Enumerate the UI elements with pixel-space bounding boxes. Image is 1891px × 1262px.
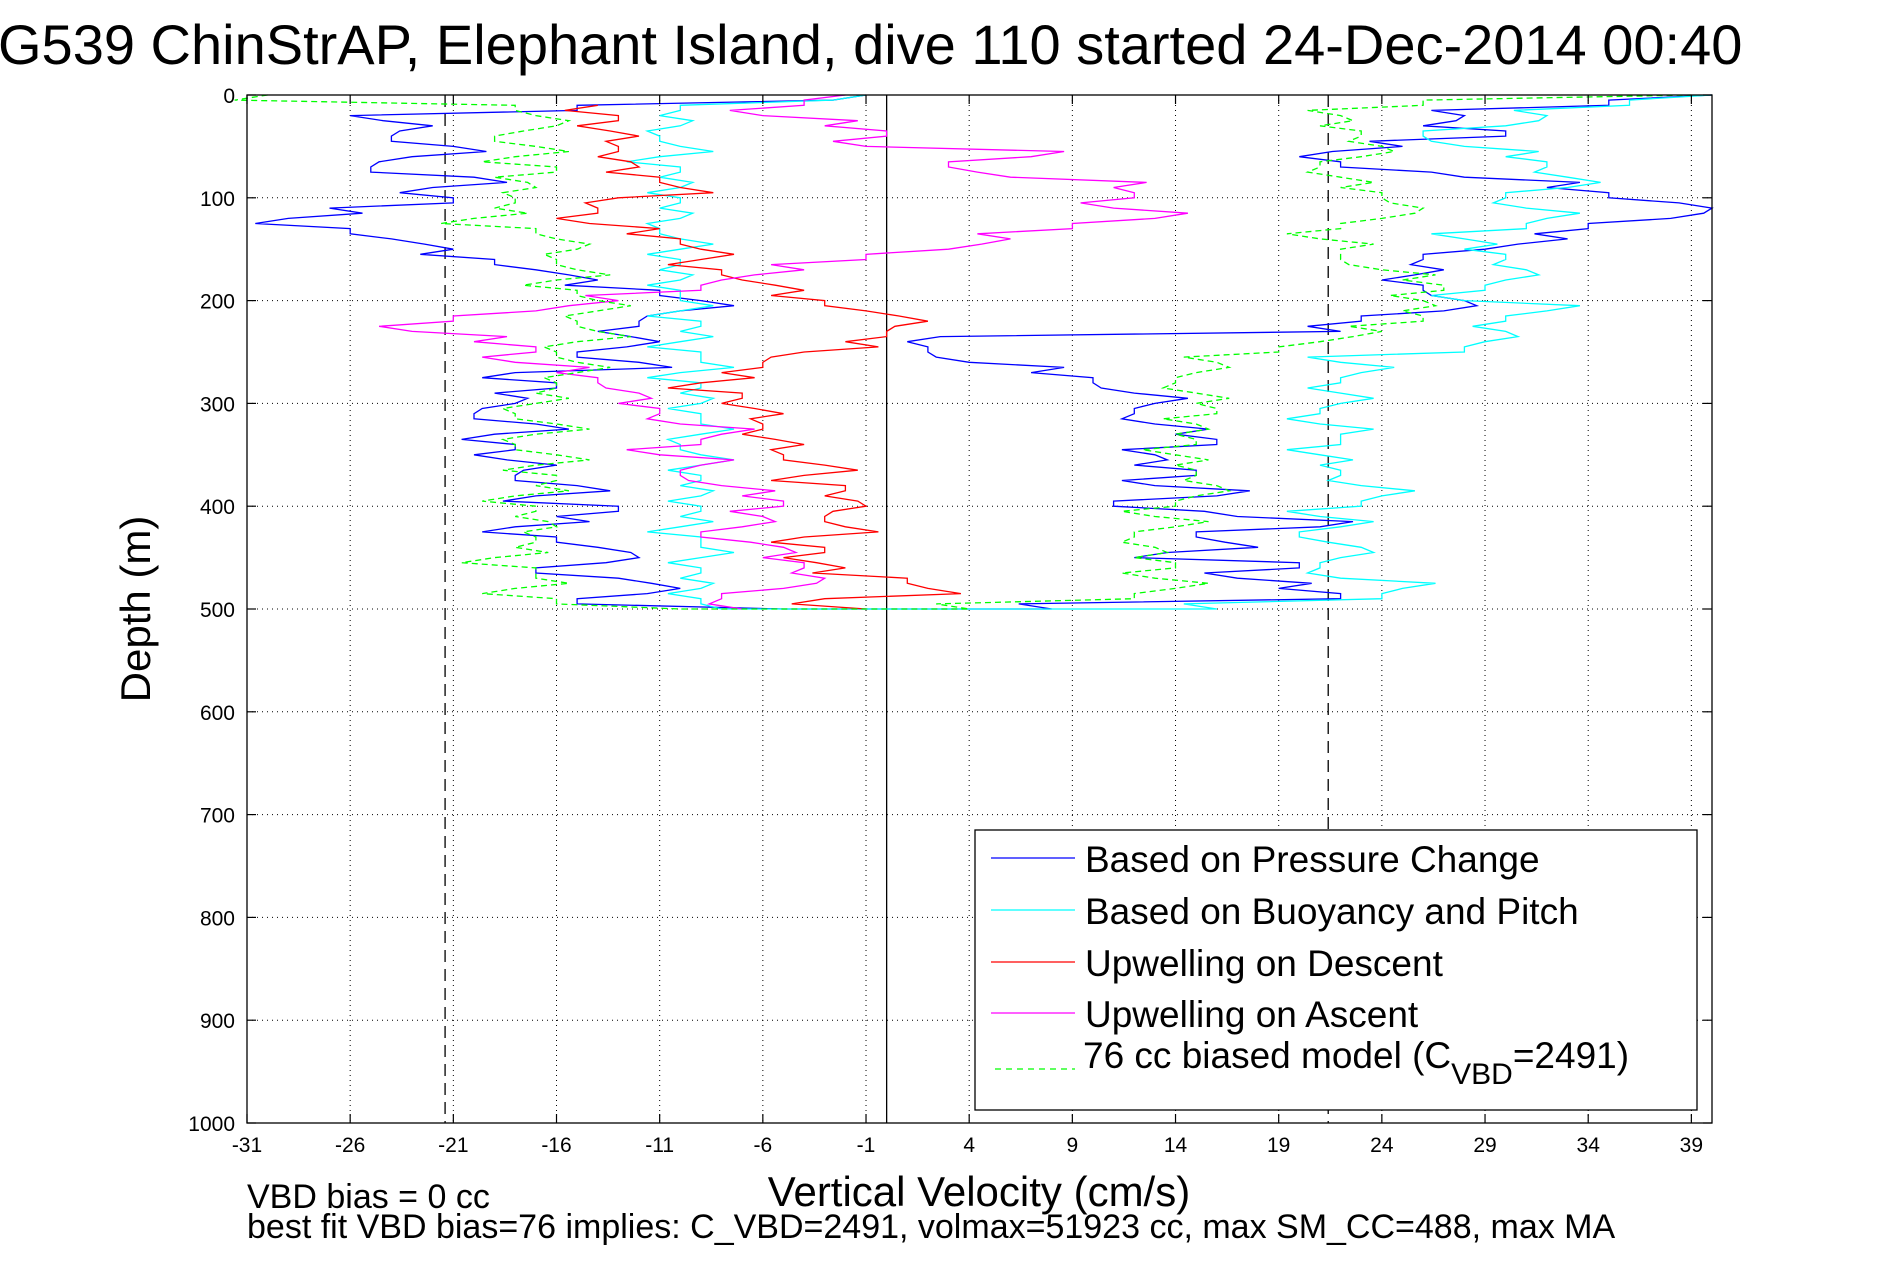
x-tick-label: -16 <box>541 1134 571 1157</box>
legend-label: Upwelling on Descent <box>1085 943 1444 984</box>
chart-title: G539 ChinStrAP, Elephant Island, dive 11… <box>0 13 1742 76</box>
legend-label: Upwelling on Ascent <box>1085 994 1419 1035</box>
series-line-4 <box>234 94 1692 610</box>
series-line-3 <box>379 94 1189 610</box>
y-axis-ticks: 0 100 200 300 400 500 600 700 800 900 1000 <box>188 85 1712 1136</box>
legend-label: Based on Buoyancy and Pitch <box>1085 891 1579 932</box>
legend-item-upwelling-descent: Upwelling on Descent <box>991 943 1444 984</box>
best-fit-note: best fit VBD bias=76 implies: C_VBD=2491… <box>247 1208 1616 1246</box>
y-tick-label: 900 <box>200 1010 235 1033</box>
y-tick-label: 400 <box>200 496 235 519</box>
x-tick-label: 34 <box>1577 1134 1601 1157</box>
x-tick-label: 14 <box>1164 1134 1188 1157</box>
y-tick-label: 200 <box>200 291 235 314</box>
y-tick-label: 300 <box>200 393 235 416</box>
x-tick-label: -6 <box>754 1134 773 1157</box>
y-tick-label: 0 <box>223 85 235 108</box>
x-tick-label: 4 <box>963 1134 975 1157</box>
legend-label: Based on Pressure Change <box>1085 839 1540 880</box>
vbd-bias-note: VBD bias = 0 cc <box>247 1178 490 1216</box>
y-tick-label: 500 <box>200 599 235 622</box>
legend-item-buoyancy: Based on Buoyancy and Pitch <box>991 891 1579 932</box>
series-line-1 <box>626 94 1713 610</box>
legend-box <box>974 829 1698 1111</box>
x-tick-label: 29 <box>1473 1134 1496 1157</box>
y-tick-label: 1000 <box>188 1113 235 1136</box>
x-tick-label: -21 <box>438 1134 468 1157</box>
x-tick-label: 9 <box>1067 1134 1079 1157</box>
series-group <box>234 94 1714 610</box>
x-tick-label: -31 <box>232 1134 262 1157</box>
y-tick-label: 700 <box>200 805 235 828</box>
legend-item-upwelling-ascent: Upwelling on Ascent <box>991 994 1419 1035</box>
y-tick-label: 800 <box>200 907 235 930</box>
y-axis-label: Depth (m) <box>112 516 159 703</box>
x-axis-ticks: -31 -26 -21 -16 -11 -6 -1 4 9 14 19 24 29 34 39 <box>232 95 1703 1157</box>
legend-item-biased-model: 76 cc biased model (CVBD=2491) <box>995 1035 1629 1091</box>
series-line-0 <box>255 94 1714 610</box>
y-tick-label: 100 <box>200 188 235 211</box>
x-tick-label: 24 <box>1370 1134 1394 1157</box>
legend-label: 76 cc biased model (CVBD=2491) <box>1083 1035 1629 1091</box>
x-tick-label: -1 <box>857 1134 876 1157</box>
x-tick-label: -11 <box>645 1134 674 1157</box>
x-tick-label: -26 <box>335 1134 365 1157</box>
legend-item-pressure: Based on Pressure Change <box>991 839 1540 880</box>
y-tick-label: 600 <box>200 702 235 725</box>
legend: Based on Pressure Change Based on Buoyan… <box>974 829 1698 1111</box>
series-line-2 <box>556 104 962 610</box>
x-tick-label: 19 <box>1267 1134 1290 1157</box>
x-axis-label: Vertical Velocity (cm/s) <box>768 1168 1190 1215</box>
x-tick-label: 39 <box>1680 1134 1703 1157</box>
